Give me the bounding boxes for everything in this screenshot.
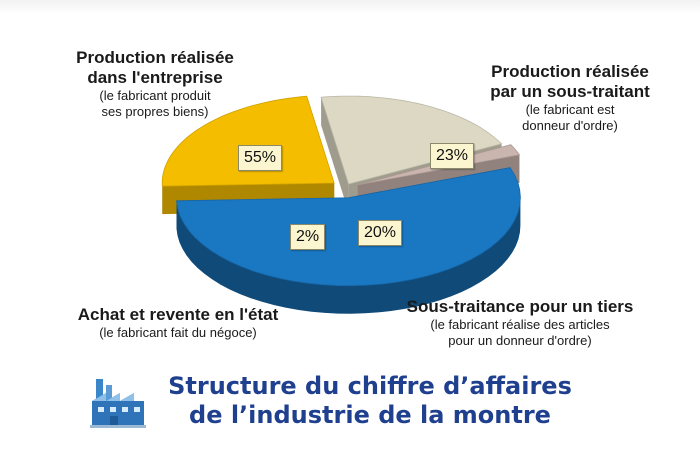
label-production-sous-traitant: Production réalisée par un sous-traitant… xyxy=(455,62,685,134)
data-label-20: 20% xyxy=(358,220,403,246)
label-production-entreprise: Production réalisée dans l'entreprise (l… xyxy=(40,48,270,120)
pie-slice-55pct xyxy=(176,167,521,314)
label-title-line: dans l'entreprise xyxy=(87,68,223,87)
label-sub-line: (le fabricant fait du négoce) xyxy=(99,325,257,340)
label-title-line: par un sous-traitant xyxy=(490,82,650,101)
label-sous-traitance-tiers: Sous-traitance pour un tiers (le fabrica… xyxy=(370,297,670,349)
label-sub-line: (le fabricant est xyxy=(525,102,615,117)
label-title-line: Sous-traitance pour un tiers xyxy=(406,297,634,316)
top-band xyxy=(0,0,700,14)
label-achat-revente: Achat et revente en l'état (le fabricant… xyxy=(48,305,308,341)
label-sub-line: pour un donneur d'ordre) xyxy=(448,333,592,348)
label-title-line: Production réalisée xyxy=(76,48,234,67)
label-title-line: Achat et revente en l'état xyxy=(77,305,279,324)
chart-title-line: Structure du chiffre d’affaires xyxy=(168,372,572,400)
label-sub-line: donneur d'ordre) xyxy=(522,118,618,133)
label-sub-line: (le fabricant réalise des articles xyxy=(430,317,610,332)
chart-title: Structure du chiffre d’affaires de l’ind… xyxy=(160,372,580,430)
factory-icon xyxy=(90,379,146,428)
data-label-2: 2% xyxy=(290,224,326,250)
label-title-line: Production réalisée xyxy=(491,62,649,81)
label-sub-line: (le fabricant produit xyxy=(99,88,211,103)
data-label-55: 55% xyxy=(238,145,283,171)
label-sub-line: ses propres biens) xyxy=(101,104,209,119)
data-label-23: 23% xyxy=(430,143,475,169)
pie-slice-23pct xyxy=(161,95,335,215)
chart-title-line: de l’industrie de la montre xyxy=(189,401,551,429)
